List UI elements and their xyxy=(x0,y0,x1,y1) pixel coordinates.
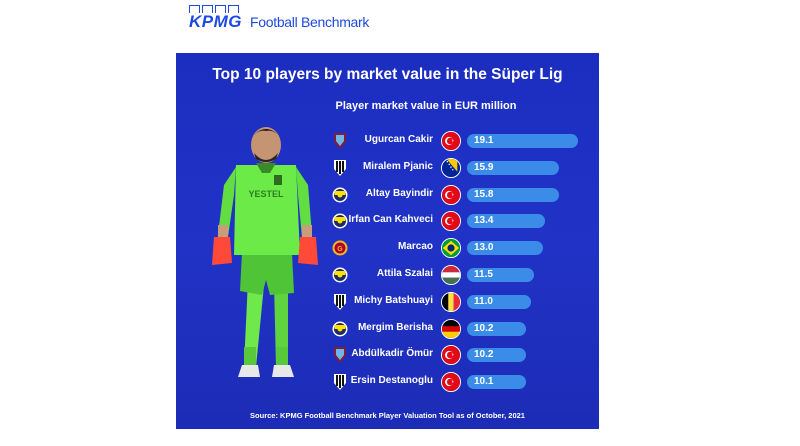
brazil-flag-icon xyxy=(441,238,461,259)
brand-name: Football Benchmark xyxy=(250,14,370,30)
value-bar xyxy=(467,294,531,309)
player-name-label: Ersin Destanoglu xyxy=(350,375,433,387)
value-bar xyxy=(467,241,543,256)
bar-row: Irfan Can Kahveci 13.4 xyxy=(176,211,599,232)
value-label: 11.5 xyxy=(474,269,493,280)
value-label: 10.2 xyxy=(474,322,494,334)
value-label: 11.0 xyxy=(474,295,493,307)
trabzonspor-crest-icon xyxy=(332,132,348,150)
value-bar xyxy=(467,187,559,202)
player-name-label: Attila Szalai xyxy=(376,268,433,279)
fenerbahce-crest-icon xyxy=(332,186,348,204)
value-bar xyxy=(467,375,526,390)
belgium-flag-icon xyxy=(441,291,461,312)
player-name-label: Altay Bayindir xyxy=(365,187,433,199)
galatasaray-crest-icon: G xyxy=(332,239,348,257)
goalkeeper-image: YESTEL xyxy=(212,127,318,377)
player-name-label: Irfan Can Kahveci xyxy=(348,214,433,226)
fenerbahce-crest-icon xyxy=(332,266,348,284)
hungary-flag-icon xyxy=(441,265,461,285)
value-label: 13.0 xyxy=(474,242,494,254)
player-name-label: Michy Batshuayi xyxy=(354,294,433,306)
value-bar xyxy=(467,134,578,148)
value-bar xyxy=(467,321,526,336)
jersey-sponsor-text: YESTEL xyxy=(248,189,284,199)
kpmg-logo: KPMG xyxy=(189,5,242,30)
kpmg-logo-text: KPMG xyxy=(189,12,242,31)
besiktas-crest-icon xyxy=(332,373,348,391)
bar-row: Mergim Berisha 10.2 xyxy=(176,318,599,339)
fenerbahce-crest-icon xyxy=(332,212,348,230)
value-bar xyxy=(467,348,526,363)
value-label: 13.4 xyxy=(474,215,494,227)
value-bar xyxy=(467,160,559,175)
player-name-label: Abdülkadir Ömür xyxy=(351,348,433,360)
value-label: 10.2 xyxy=(474,349,494,361)
player-name-label: Mergim Berisha xyxy=(357,321,433,333)
turkey-flag-icon xyxy=(441,184,461,205)
bar-row: Altay Bayindir 15.8 xyxy=(176,184,599,205)
turkey-flag-icon xyxy=(441,345,461,366)
bar-row: Michy Batshuayi 11.0 xyxy=(176,291,599,312)
trabzonspor-crest-icon xyxy=(332,346,348,364)
kpmg-brand: KPMG Football Benchmark xyxy=(189,5,370,30)
player-name-label: Miralem Pjanic xyxy=(362,160,433,172)
svg-text:G: G xyxy=(337,246,343,253)
fenerbahce-crest-icon xyxy=(332,320,348,338)
player-name-label: Ugurcan Cakir xyxy=(364,134,433,145)
bar-row: Miralem Pjanic 15.9 xyxy=(176,157,599,178)
bar-row: Ersin Destanoglu 10.1 xyxy=(176,372,599,393)
besiktas-crest-icon xyxy=(332,159,348,177)
bar-row: G Marcao 13.0 xyxy=(176,238,599,259)
bar-row: Abdülkadir Ömür 10.2 xyxy=(176,345,599,366)
value-label: 10.1 xyxy=(474,376,494,388)
chart-title: Top 10 players by market value in the Sü… xyxy=(212,66,563,83)
value-bar xyxy=(467,214,545,229)
infographic-panel: Top 10 players by market value in the Sü… xyxy=(176,53,599,429)
turkey-flag-icon xyxy=(441,372,461,393)
germany-flag-icon xyxy=(441,318,461,339)
turkey-flag-icon xyxy=(441,131,461,151)
value-label: 19.1 xyxy=(474,135,494,146)
chart-subtitle: Player market value in EUR million xyxy=(335,100,517,112)
chart-source: Source: KPMG Football Benchmark Player V… xyxy=(250,411,525,420)
bosnia-flag-icon xyxy=(441,157,461,178)
bar-row: Ugurcan Cakir 19.1 xyxy=(176,131,599,151)
besiktas-crest-icon xyxy=(332,293,348,311)
value-bar xyxy=(467,268,534,282)
value-label: 15.8 xyxy=(474,188,494,200)
bar-row: Attila Szalai 11.5 xyxy=(176,265,599,285)
turkey-flag-icon xyxy=(441,211,461,232)
player-name-label: Marcao xyxy=(397,241,433,253)
value-label: 15.9 xyxy=(474,161,494,173)
